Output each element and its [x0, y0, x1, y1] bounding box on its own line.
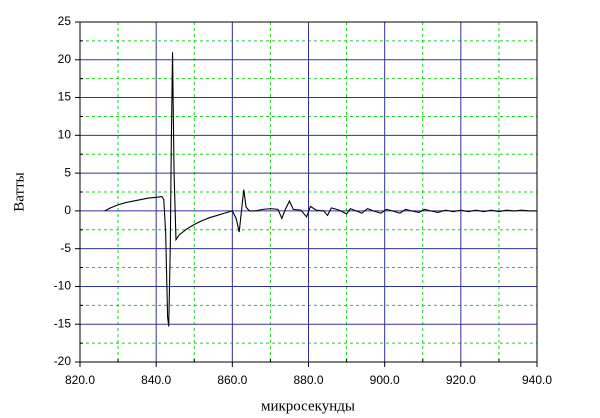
x-tick-label: 880.0 — [293, 373, 323, 387]
x-tick-label: 900.0 — [370, 373, 400, 387]
y-tick-label: 5 — [64, 165, 71, 179]
x-tick-label: 940.0 — [522, 373, 552, 387]
y-axis-title: Ватты — [11, 172, 27, 211]
y-tick-label: -15 — [54, 316, 72, 330]
x-axis-title: микросекунды — [261, 398, 355, 414]
y-tick-label: -10 — [54, 279, 72, 293]
y-tick-label: 0 — [64, 203, 71, 217]
x-tick-label: 820.0 — [65, 373, 95, 387]
line-series — [104, 52, 537, 327]
y-tick-label: -20 — [54, 354, 72, 368]
y-tick-label: 20 — [58, 52, 72, 66]
y-tick-label: 25 — [58, 14, 72, 28]
x-tick-label: 840.0 — [141, 373, 171, 387]
x-tick-label: 920.0 — [446, 373, 476, 387]
x-tick-label: 860.0 — [217, 373, 247, 387]
plot-frame — [79, 21, 538, 363]
y-tick-label: 10 — [58, 128, 72, 142]
y-tick-label: -5 — [60, 241, 71, 255]
y-tick-label: 15 — [58, 90, 72, 104]
